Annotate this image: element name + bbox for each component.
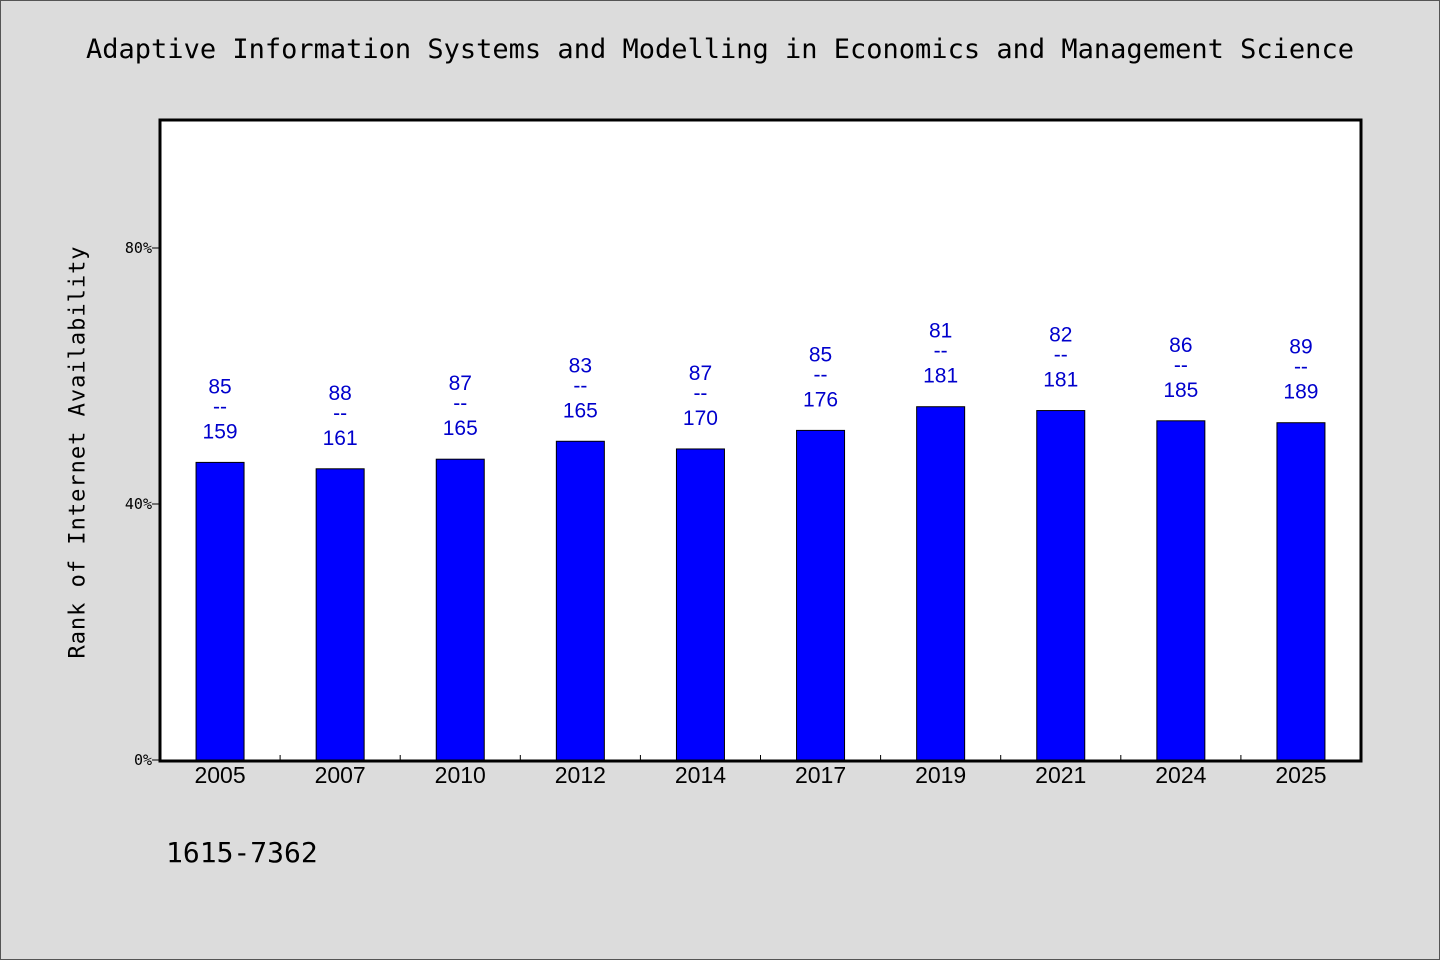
bar (1036, 410, 1086, 761)
issn-label: 1615-7362 (166, 836, 318, 869)
bars-group (195, 406, 1326, 761)
bar-rank-label: 85 (208, 375, 231, 398)
bar-rank-label: 85 (809, 343, 832, 366)
bar-rank-label: 87 (449, 372, 472, 395)
bar (555, 440, 605, 761)
x-tick-label: 2025 (1275, 762, 1326, 788)
bar (195, 461, 245, 761)
bar-rank-label: 87 (689, 362, 712, 385)
bar-separator-label: -- (1294, 356, 1308, 379)
bar (435, 458, 485, 761)
chart-title: Adaptive Information Systems and Modelli… (86, 34, 1354, 65)
bar-total-label: 161 (323, 427, 358, 450)
bar-rank-label: 89 (1289, 336, 1312, 359)
bar-total-label: 181 (923, 365, 958, 388)
bar-separator-label: -- (573, 374, 587, 397)
bar-rank-label: 81 (929, 320, 952, 343)
bar-total-label: 165 (443, 417, 478, 440)
bar-separator-label: -- (453, 392, 467, 415)
x-tick-label: 2017 (795, 762, 846, 788)
x-tick-label: 2021 (1035, 762, 1086, 788)
bar-separator-label: -- (934, 340, 948, 363)
bar-total-label: 170 (683, 407, 718, 430)
bar-total-label: 176 (803, 388, 838, 411)
bar-separator-label: -- (1174, 354, 1188, 377)
x-tick-label: 2005 (194, 762, 245, 788)
bar (675, 448, 725, 761)
bar-separator-label: -- (1054, 344, 1068, 367)
bar (916, 406, 966, 761)
bar-rank-label: 82 (1049, 324, 1072, 347)
bar-rank-label: 88 (328, 382, 351, 405)
bar-rank-label: 86 (1169, 334, 1192, 357)
bar-total-label: 159 (203, 420, 238, 443)
bar (315, 468, 365, 761)
y-tick-label: 40% (125, 495, 152, 513)
bar (1156, 420, 1206, 761)
bar (1276, 422, 1326, 761)
bar-total-label: 181 (1043, 369, 1078, 392)
x-tick-label: 2014 (675, 762, 726, 788)
y-tick-label: 80% (125, 239, 152, 257)
bar-separator-label: -- (693, 382, 707, 405)
x-tick-label: 2007 (315, 762, 366, 788)
x-tick-label: 2010 (435, 762, 486, 788)
x-tick-label: 2012 (555, 762, 606, 788)
bar (796, 429, 846, 761)
bar-separator-label: -- (814, 363, 828, 386)
bar-separator-label: -- (213, 395, 227, 418)
bar-total-label: 189 (1283, 381, 1318, 404)
bar-total-label: 185 (1163, 379, 1198, 402)
bar-separator-label: -- (333, 402, 347, 425)
x-tick-label: 2019 (915, 762, 966, 788)
y-tick-label: 0% (134, 751, 152, 769)
labels-group: 200585--159200788--161201087--165201283-… (194, 320, 1326, 788)
bar-rank-label: 83 (569, 354, 592, 377)
bar-total-label: 165 (563, 399, 598, 422)
ticks-group: 0% 40% 80% (125, 239, 1242, 769)
x-tick-label: 2024 (1155, 762, 1206, 788)
